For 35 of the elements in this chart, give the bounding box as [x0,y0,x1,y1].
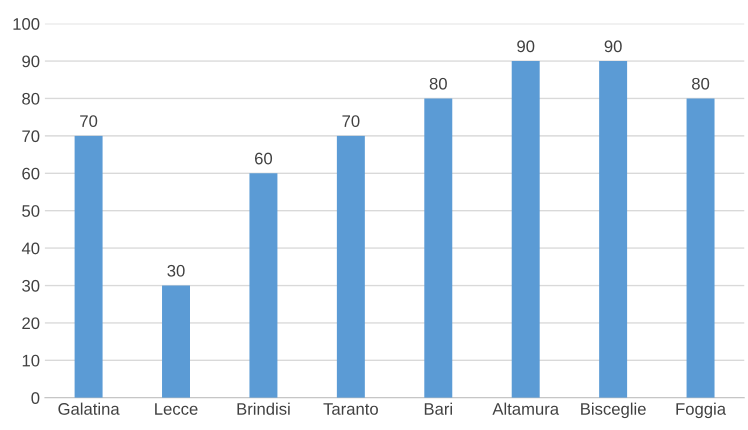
y-tick-label: 60 [22,168,40,180]
x-tick-label: Lecce [155,403,198,415]
y-tick-label: 10 [22,354,40,367]
data-label: 30 [167,264,185,277]
data-label: 80 [692,78,710,90]
x-tick-label: Brindisi [237,402,290,415]
bar [424,98,452,398]
y-tick-label: 40 [22,242,40,254]
y-tick-label: 30 [22,280,40,292]
data-label: 90 [517,40,534,52]
data-label: 60 [255,152,272,164]
bar [249,173,278,398]
y-tick-label: 0 [31,392,40,404]
data-label: 70 [80,115,98,128]
data-label: 90 [604,40,622,52]
data-label: 70 [342,115,360,128]
x-tick-label: Galatina [58,402,120,415]
bar [599,61,628,398]
x-tick-label: Bisceglie [581,402,646,418]
y-tick-label: 50 [22,205,40,217]
x-tick-label: Altamura [492,402,560,415]
y-tick-label: 70 [22,130,40,142]
bar [512,61,540,398]
x-tick-label: Taranto [323,403,378,415]
y-tick-label: 90 [22,55,40,68]
bar [162,286,190,398]
y-tick-label: 80 [22,92,40,105]
bar [336,136,365,398]
bar [74,136,103,398]
x-tick-label: Foggia [676,402,726,418]
y-tick-label: 20 [22,317,40,330]
y-tick-label: 100 [13,18,40,30]
bar [686,98,715,398]
data-label: 80 [430,78,447,90]
x-tick-label: Bari [424,402,452,415]
